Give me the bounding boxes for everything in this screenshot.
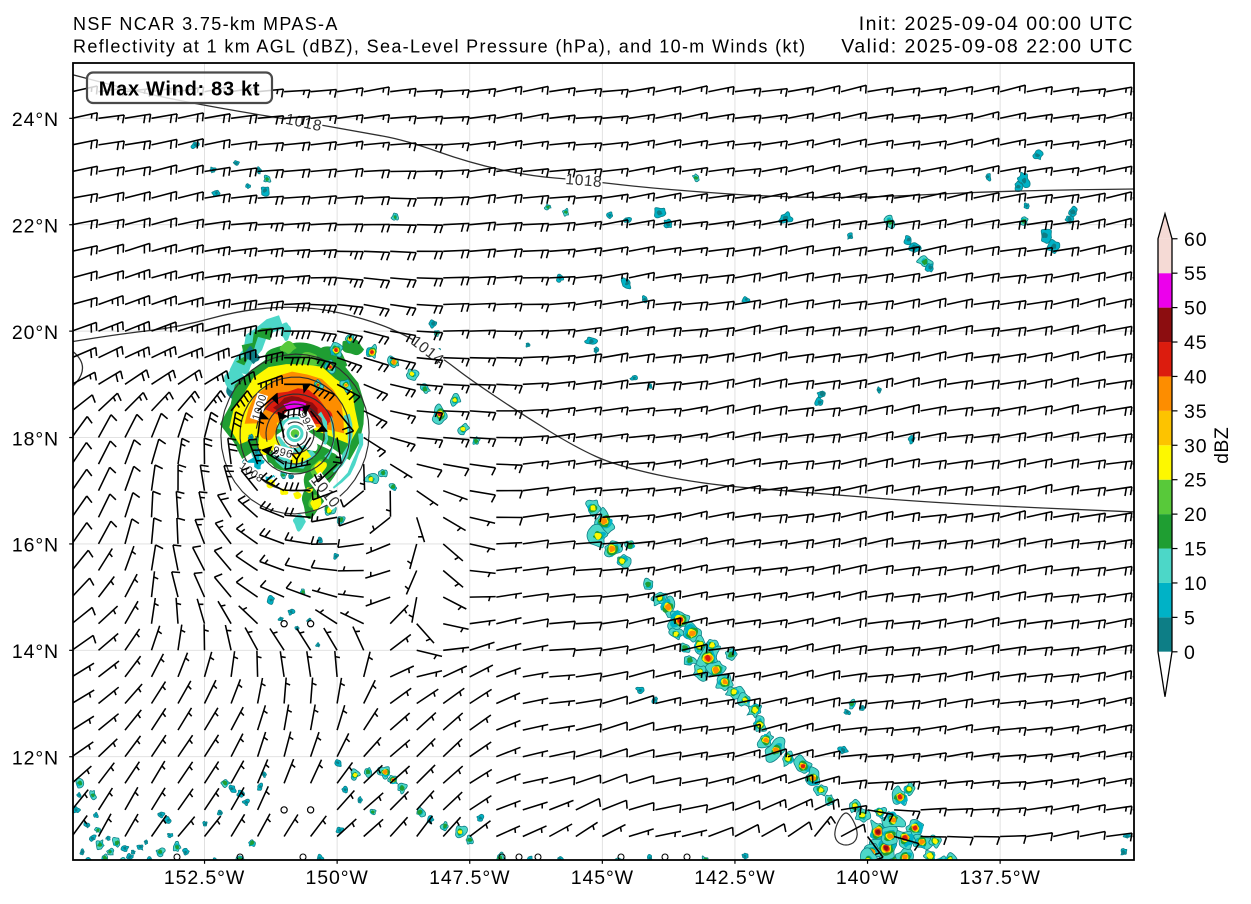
svg-text:142.5°W: 142.5°W xyxy=(694,867,775,889)
svg-text:Reflectivity at 1 km AGL (dBZ): Reflectivity at 1 km AGL (dBZ), Sea-Leve… xyxy=(73,37,807,57)
svg-text:20°N: 20°N xyxy=(12,322,59,344)
svg-text:140°W: 140°W xyxy=(836,867,899,889)
svg-text:10: 10 xyxy=(1184,573,1208,595)
svg-text:Max Wind: 83 kt: Max Wind: 83 kt xyxy=(99,79,260,101)
svg-text:22°N: 22°N xyxy=(12,216,59,238)
svg-text:14°N: 14°N xyxy=(12,641,59,663)
svg-text:50: 50 xyxy=(1184,298,1208,320)
svg-text:60: 60 xyxy=(1184,229,1208,251)
svg-text:dBZ: dBZ xyxy=(1211,427,1233,464)
svg-text:15: 15 xyxy=(1184,539,1208,561)
svg-text:150°W: 150°W xyxy=(306,867,369,889)
svg-text:25: 25 xyxy=(1184,470,1208,492)
svg-text:5: 5 xyxy=(1184,607,1196,629)
svg-text:1018: 1018 xyxy=(565,171,603,191)
svg-text:12°N: 12°N xyxy=(12,748,59,770)
svg-text:40: 40 xyxy=(1184,366,1208,388)
svg-text:152.5°W: 152.5°W xyxy=(164,867,245,889)
svg-text:NSF NCAR 3.75-km MPAS-A: NSF NCAR 3.75-km MPAS-A xyxy=(73,14,339,34)
svg-text:35: 35 xyxy=(1184,401,1208,423)
svg-text:45: 45 xyxy=(1184,332,1208,354)
svg-text:Init: 2025-09-04 00:00 UTC: Init: 2025-09-04 00:00 UTC xyxy=(859,13,1134,35)
svg-text:147.5°W: 147.5°W xyxy=(429,867,510,889)
svg-text:20: 20 xyxy=(1184,504,1208,526)
svg-text:16°N: 16°N xyxy=(12,535,59,557)
svg-text:0: 0 xyxy=(1184,642,1196,664)
svg-text:24°N: 24°N xyxy=(12,109,59,131)
svg-text:30: 30 xyxy=(1184,435,1208,457)
svg-text:55: 55 xyxy=(1184,263,1208,285)
svg-text:145°W: 145°W xyxy=(571,867,634,889)
svg-text:137.5°W: 137.5°W xyxy=(959,867,1040,889)
svg-text:18°N: 18°N xyxy=(12,428,59,450)
svg-text:Valid: 2025-09-08 22:00 UTC: Valid: 2025-09-08 22:00 UTC xyxy=(841,36,1134,58)
